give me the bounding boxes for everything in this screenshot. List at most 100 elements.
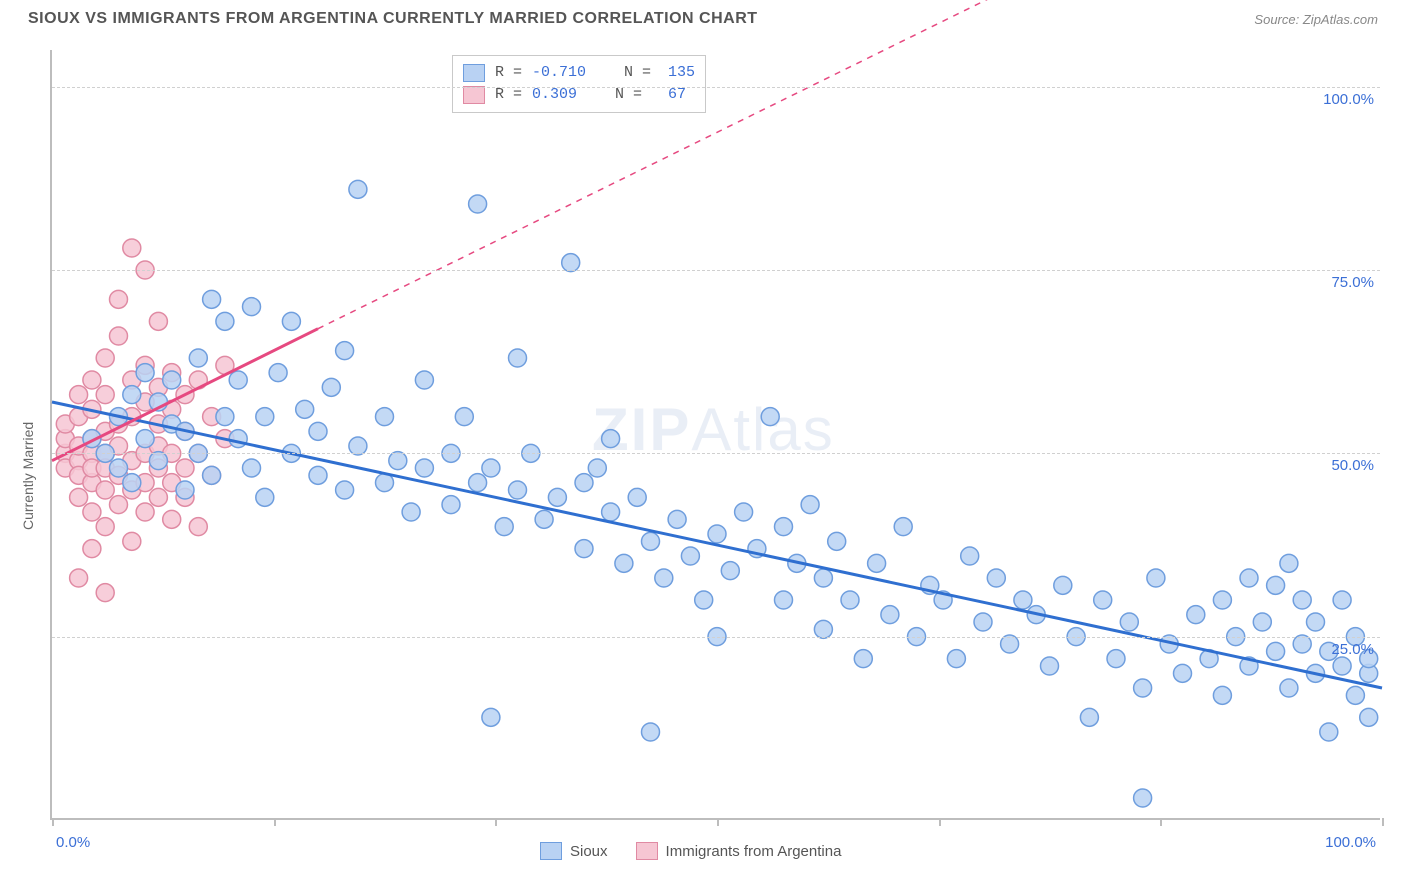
x-tick: [1382, 818, 1384, 826]
sioux-point: [216, 312, 234, 330]
argentina-point: [83, 503, 101, 521]
sioux-point: [203, 290, 221, 308]
sioux-point: [655, 569, 673, 587]
sioux-point: [203, 466, 221, 484]
sioux-point: [615, 554, 633, 572]
sioux-point: [469, 195, 487, 213]
sioux-point: [548, 488, 566, 506]
x-tick-label: 100.0%: [1325, 834, 1376, 851]
sioux-point: [149, 452, 167, 470]
sioux-point: [282, 312, 300, 330]
argentina-point: [96, 481, 114, 499]
sioux-point: [123, 474, 141, 492]
chart-title: SIOUX VS IMMIGRANTS FROM ARGENTINA CURRE…: [28, 10, 758, 28]
sioux-point: [1187, 606, 1205, 624]
y-tick-label: 100.0%: [1323, 91, 1374, 108]
sioux-point: [1213, 591, 1231, 609]
sioux-point: [1293, 591, 1311, 609]
gridline: [52, 637, 1380, 638]
x-tick: [717, 818, 719, 826]
sioux-point: [243, 459, 261, 477]
sioux-point: [415, 371, 433, 389]
argentina-swatch: [463, 86, 485, 104]
sioux-point: [1147, 569, 1165, 587]
sioux-point: [588, 459, 606, 477]
sioux-point: [216, 408, 234, 426]
sioux-point: [1360, 708, 1378, 726]
sioux-point: [322, 378, 340, 396]
sioux-point: [642, 532, 660, 550]
sioux-point: [814, 569, 832, 587]
sioux-point: [349, 437, 367, 455]
x-tick: [1160, 818, 1162, 826]
sioux-point: [389, 452, 407, 470]
series-legend: SiouxImmigrants from Argentina: [540, 842, 841, 860]
sioux-point: [1094, 591, 1112, 609]
argentina-point: [176, 459, 194, 477]
gridline: [52, 87, 1380, 88]
argentina-point: [110, 496, 128, 514]
sioux-point: [1174, 664, 1192, 682]
sioux-point: [136, 430, 154, 448]
sioux-point: [881, 606, 899, 624]
sioux-point: [987, 569, 1005, 587]
sioux-point: [575, 540, 593, 558]
sioux-point: [256, 488, 274, 506]
sioux-point: [775, 518, 793, 536]
argentina-point: [123, 532, 141, 550]
sioux-point: [602, 430, 620, 448]
argentina-point: [70, 386, 88, 404]
argentina-point: [96, 349, 114, 367]
sioux-point: [509, 481, 527, 499]
sioux-swatch: [540, 842, 562, 860]
argentina-point: [136, 503, 154, 521]
sioux-point: [1041, 657, 1059, 675]
legend-item-sioux: Sioux: [540, 842, 608, 860]
sioux-point: [828, 532, 846, 550]
sioux-point: [402, 503, 420, 521]
argentina-point: [110, 290, 128, 308]
sioux-point: [894, 518, 912, 536]
sioux-point: [854, 650, 872, 668]
sioux-point: [1280, 679, 1298, 697]
x-tick-label: 0.0%: [56, 834, 90, 851]
sioux-point: [708, 525, 726, 543]
argentina-point: [70, 488, 88, 506]
argentina-point: [83, 540, 101, 558]
sioux-point: [1240, 569, 1258, 587]
legend-row-sioux: R = -0.710 N = 135: [463, 62, 695, 84]
sioux-point: [1333, 657, 1351, 675]
argentina-point: [83, 371, 101, 389]
sioux-point: [482, 459, 500, 477]
sioux-point: [309, 422, 327, 440]
gridline: [52, 453, 1380, 454]
sioux-point: [269, 364, 287, 382]
y-axis-label: Currently Married: [20, 422, 36, 530]
x-tick: [274, 818, 276, 826]
sioux-point: [681, 547, 699, 565]
sioux-point: [695, 591, 713, 609]
sioux-point: [163, 371, 181, 389]
sioux-point: [1213, 686, 1231, 704]
argentina-point: [189, 518, 207, 536]
sioux-point: [495, 518, 513, 536]
sioux-point: [1134, 789, 1152, 807]
sioux-point: [1346, 686, 1364, 704]
sioux-point: [735, 503, 753, 521]
x-tick: [939, 818, 941, 826]
argentina-point: [149, 488, 167, 506]
sioux-point: [668, 510, 686, 528]
sioux-point: [1333, 591, 1351, 609]
sioux-point: [841, 591, 859, 609]
argentina-point: [110, 327, 128, 345]
source-credit: Source: ZipAtlas.com: [1254, 12, 1378, 27]
sioux-point: [469, 474, 487, 492]
sioux-point: [309, 466, 327, 484]
sioux-point: [1307, 613, 1325, 631]
sioux-point: [535, 510, 553, 528]
gridline: [52, 270, 1380, 271]
sioux-point: [868, 554, 886, 572]
sioux-point: [229, 430, 247, 448]
sioux-point: [974, 613, 992, 631]
y-tick-label: 25.0%: [1331, 641, 1374, 658]
